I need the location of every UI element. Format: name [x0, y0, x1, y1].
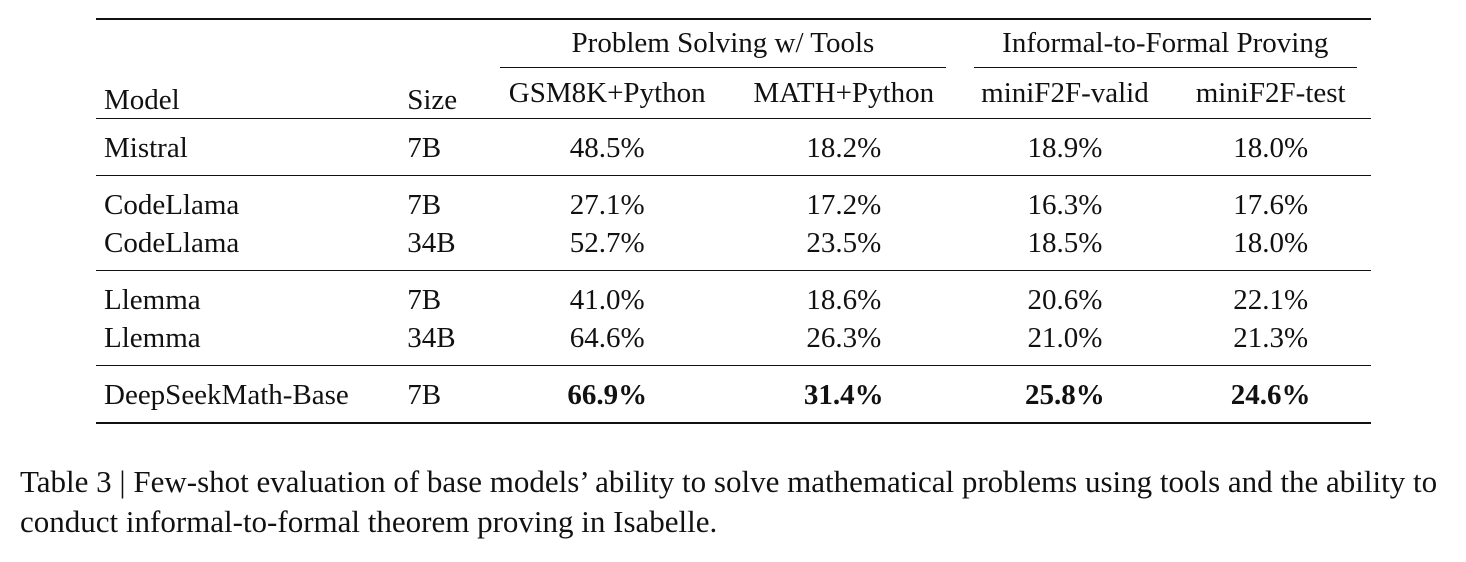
header-model: Model: [104, 84, 180, 116]
cell-minif2f-valid-best: 25.8%: [1025, 379, 1105, 411]
cell-minif2f-valid: 18.5%: [1027, 227, 1103, 259]
cell-minif2f-test: 18.0%: [1233, 132, 1309, 164]
cell-minif2f-valid: 18.9%: [1027, 132, 1103, 164]
cell-minif2f-test: 22.1%: [1233, 284, 1309, 316]
cell-model: Llemma: [104, 322, 201, 354]
cell-size: 7B: [407, 132, 442, 164]
cell-math: 23.5%: [806, 227, 882, 259]
results-table-container: Model Size Problem Solving w/ Tools Info…: [96, 18, 1371, 424]
header-group-problem-solving: Problem Solving w/ Tools: [486, 19, 959, 68]
cell-model: CodeLlama: [104, 227, 240, 259]
results-table: Model Size Problem Solving w/ Tools Info…: [96, 18, 1371, 424]
cell-minif2f-test: 18.0%: [1233, 227, 1309, 259]
group-label-informal-formal: Informal-to-Formal Proving: [1002, 27, 1329, 59]
header-math: MATH+Python: [753, 77, 935, 109]
cell-minif2f-valid: 16.3%: [1027, 189, 1103, 221]
header-minif2f-valid: miniF2F-valid: [981, 77, 1149, 109]
header-minif2f-test: miniF2F-test: [1195, 77, 1346, 109]
cell-model: Mistral: [104, 132, 188, 164]
cell-size: 7B: [407, 189, 442, 221]
cell-minif2f-test-best: 24.6%: [1230, 379, 1311, 411]
cell-size: 34B: [407, 322, 456, 354]
cell-minif2f-valid: 21.0%: [1027, 322, 1103, 354]
cell-gsm8k: 27.1%: [569, 189, 645, 221]
cell-math-best: 31.4%: [803, 379, 884, 411]
table-row: CodeLlama 34B 52.7% 23.5% 18.5% 18.0%: [96, 224, 1371, 271]
table-caption: Table 3 | Few-shot evaluation of base mo…: [20, 464, 1438, 539]
header-group-informal-formal: Informal-to-Formal Proving: [960, 19, 1371, 68]
cell-size: 7B: [407, 284, 442, 316]
cell-model: CodeLlama: [104, 189, 240, 221]
cell-gsm8k-best: 66.9%: [567, 379, 648, 411]
cell-gsm8k: 52.7%: [569, 227, 645, 259]
table-row: Mistral 7B 48.5% 18.2% 18.9% 18.0%: [96, 118, 1371, 176]
table-row: Llemma 34B 64.6% 26.3% 21.0% 21.3%: [96, 319, 1371, 366]
group-label-problem-solving: Problem Solving w/ Tools: [571, 27, 875, 59]
cell-math: 26.3%: [806, 322, 882, 354]
cell-gsm8k: 41.0%: [569, 284, 645, 316]
group-underline-informal-formal: [973, 67, 1357, 68]
header-row-groups: Model Size Problem Solving w/ Tools Info…: [96, 19, 1371, 116]
header-row-columns: GSM8K+Python MATH+Python miniF2F-valid m…: [96, 68, 1371, 119]
cell-math: 17.2%: [806, 189, 882, 221]
header-size: Size: [407, 84, 458, 116]
cell-minif2f-test: 21.3%: [1233, 322, 1309, 354]
cell-size: 34B: [407, 227, 456, 259]
cell-minif2f-test: 17.6%: [1233, 189, 1309, 221]
cell-model: DeepSeekMath-Base: [104, 379, 349, 411]
cell-gsm8k: 48.5%: [569, 132, 645, 164]
cell-gsm8k: 64.6%: [569, 322, 645, 354]
cell-math: 18.2%: [806, 132, 882, 164]
table-row: DeepSeekMath-Base 7B 66.9% 31.4% 25.8% 2…: [96, 365, 1371, 423]
group-underline-problem-solving: [500, 67, 946, 68]
cell-math: 18.6%: [806, 284, 882, 316]
header-gsm8k: GSM8K+Python: [508, 77, 706, 109]
table-row: Llemma 7B 41.0% 18.6% 20.6% 22.1%: [96, 270, 1371, 320]
cell-model: Llemma: [104, 284, 201, 316]
table-row: CodeLlama 7B 27.1% 17.2% 16.3% 17.6%: [96, 175, 1371, 225]
cell-size: 7B: [407, 379, 442, 411]
cell-minif2f-valid: 20.6%: [1027, 284, 1103, 316]
